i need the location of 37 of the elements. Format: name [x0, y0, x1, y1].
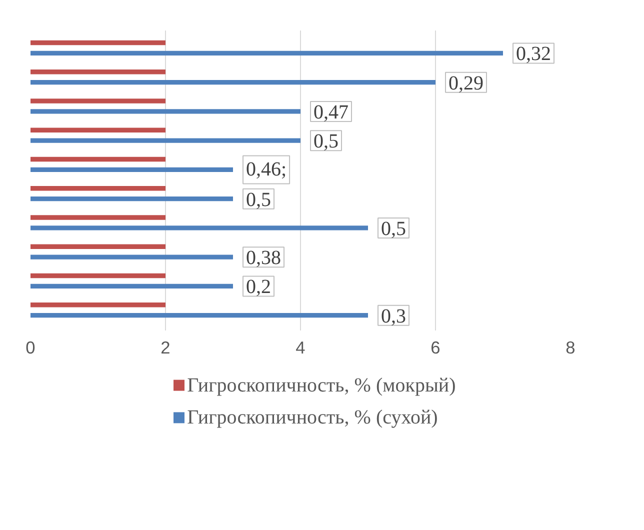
bar — [30, 80, 436, 85]
annotation: 0,5 — [314, 130, 338, 153]
annotation: 0,38 — [246, 247, 281, 270]
bar — [30, 313, 368, 318]
bar — [30, 215, 166, 220]
x-tick-label: 4 — [296, 338, 306, 358]
x-tick-label: 6 — [430, 338, 440, 358]
legend-label: Гигроскопичность, % (сухой) — [187, 406, 438, 429]
bar — [30, 70, 166, 74]
annotation: 0,2 — [246, 276, 271, 298]
annotation: 0,47 — [314, 101, 348, 124]
annotation: 0,3 — [381, 305, 406, 328]
bar — [30, 138, 300, 143]
bar — [30, 302, 166, 308]
bar — [30, 98, 166, 104]
bar — [30, 109, 300, 114]
annotation: 0,5 — [246, 188, 271, 211]
bar — [30, 167, 233, 172]
x-tick-label: 2 — [160, 338, 170, 358]
bar — [30, 128, 166, 132]
bar — [30, 156, 166, 162]
bar — [30, 273, 166, 278]
legend-label: Гигроскопичность, % (мокрый) — [187, 374, 456, 396]
annotation: 0,5 — [381, 218, 406, 240]
bar — [30, 284, 233, 289]
bar — [30, 50, 503, 56]
bar — [30, 226, 368, 230]
x-tick-label: 0 — [26, 338, 36, 358]
annotation: 0,29 — [448, 72, 484, 94]
bar — [30, 40, 166, 46]
annotation: 0,46; — [246, 158, 287, 181]
bar — [30, 196, 233, 202]
bar — [30, 186, 166, 191]
x-tick-label: 8 — [566, 338, 576, 358]
annotation: 0,32 — [516, 43, 551, 66]
bar — [30, 244, 166, 249]
bar — [30, 254, 233, 260]
